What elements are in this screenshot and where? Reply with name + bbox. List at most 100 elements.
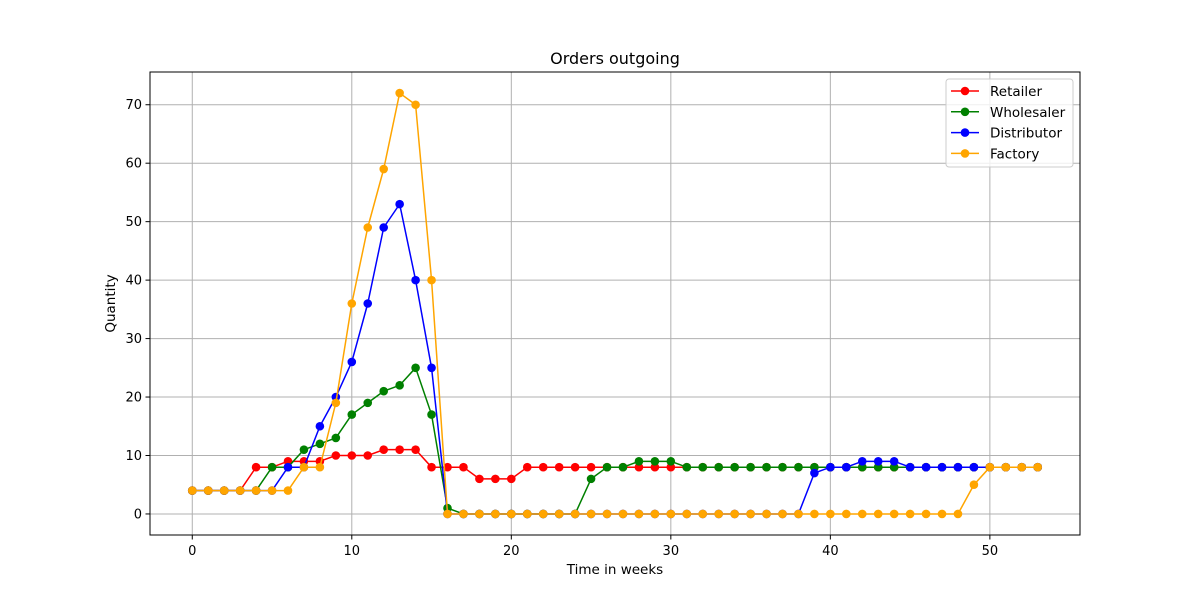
data-point-factory: [1033, 462, 1043, 472]
legend-label-wholesaler: Wholesaler: [990, 105, 1066, 121]
data-point-distributor: [937, 462, 947, 472]
data-point-factory: [762, 509, 771, 519]
y-tick-label: 30: [125, 332, 142, 347]
data-point-retailer: [331, 451, 341, 460]
legend-label-distributor: Distributor: [990, 126, 1062, 142]
data-point-factory: [459, 509, 468, 519]
data-point-factory: [857, 509, 867, 519]
x-tick-label: 50: [982, 544, 999, 559]
data-point-factory: [778, 509, 787, 519]
data-point-distributor: [411, 275, 420, 285]
x-tick-label: 0: [188, 544, 196, 559]
data-point-factory: [475, 509, 484, 519]
data-point-factory: [522, 509, 532, 519]
data-point-factory: [538, 509, 548, 519]
data-point-wholesaler: [746, 462, 755, 472]
data-point-factory: [187, 486, 197, 495]
legend-item-factory: Factory: [951, 146, 1039, 162]
data-point-retailer: [507, 474, 516, 484]
data-point-factory: [826, 509, 835, 519]
data-point-factory: [491, 509, 500, 519]
data-point-retailer: [491, 474, 500, 484]
data-point-factory: [427, 275, 436, 285]
data-point-factory: [507, 509, 516, 519]
data-point-wholesaler: [331, 433, 341, 443]
data-point-distributor: [395, 199, 404, 209]
data-point-distributor: [842, 462, 851, 472]
data-point-distributor: [889, 457, 899, 466]
data-point-factory: [251, 486, 261, 495]
y-tick-label: 60: [125, 157, 142, 172]
chart-title: Orders outgoing: [550, 49, 680, 68]
data-point-wholesaler: [267, 462, 277, 472]
data-point-retailer: [459, 462, 468, 472]
data-point-wholesaler: [411, 363, 420, 373]
data-point-retailer: [251, 462, 261, 472]
y-tick-label: 10: [125, 449, 142, 464]
legend-item-distributor: Distributor: [951, 126, 1062, 142]
data-point-distributor: [857, 457, 867, 466]
data-point-factory: [650, 509, 660, 519]
legend-label-retailer: Retailer: [990, 84, 1042, 100]
data-point-factory: [842, 509, 851, 519]
data-point-factory: [267, 486, 277, 495]
data-point-factory: [443, 509, 452, 519]
data-point-wholesaler: [347, 410, 357, 419]
y-tick-label: 50: [125, 215, 142, 230]
data-point-retailer: [443, 462, 452, 472]
data-point-factory: [203, 486, 213, 495]
data-point-wholesaler: [730, 462, 739, 472]
x-tick-label: 10: [344, 544, 361, 559]
data-point-wholesaler: [666, 457, 676, 466]
data-point-factory: [905, 509, 915, 519]
x-tick-label: 40: [822, 544, 839, 559]
data-point-distributor: [379, 223, 389, 232]
data-point-factory: [746, 509, 755, 519]
data-point-factory: [730, 509, 739, 519]
data-point-distributor: [905, 462, 915, 472]
data-point-distributor: [810, 468, 819, 478]
data-point-factory: [347, 299, 357, 308]
x-axis-title: Time in weeks: [566, 562, 663, 578]
data-point-wholesaler: [698, 462, 708, 472]
data-point-retailer: [475, 474, 484, 484]
data-point-wholesaler: [778, 462, 787, 472]
data-point-retailer: [347, 451, 357, 460]
data-point-wholesaler: [618, 462, 628, 472]
data-point-factory: [331, 398, 341, 408]
data-point-factory: [634, 509, 644, 519]
legend-marker-distributor: [960, 128, 970, 137]
data-point-factory: [602, 509, 612, 519]
data-point-wholesaler: [762, 462, 771, 472]
data-point-factory: [395, 88, 404, 98]
data-point-factory: [315, 462, 325, 472]
legend-item-wholesaler: Wholesaler: [951, 105, 1066, 121]
legend-item-retailer: Retailer: [951, 84, 1042, 100]
data-point-wholesaler: [363, 398, 373, 408]
y-tick-label: 20: [125, 391, 142, 406]
data-point-factory: [554, 509, 564, 519]
legend-marker-wholesaler: [960, 107, 970, 117]
legend-label-factory: Factory: [990, 146, 1039, 162]
data-point-factory: [953, 509, 963, 519]
data-point-distributor: [427, 363, 436, 373]
data-point-factory: [411, 100, 420, 110]
data-point-factory: [810, 509, 819, 519]
data-point-distributor: [921, 462, 931, 472]
data-point-retailer: [570, 462, 580, 472]
data-point-distributor: [363, 299, 373, 308]
y-tick-label: 70: [125, 98, 142, 113]
data-point-factory: [1017, 462, 1027, 472]
legend-items: Retailer Wholesaler Distributor Factory: [951, 84, 1066, 162]
data-point-wholesaler: [427, 410, 436, 419]
data-point-retailer: [411, 445, 420, 454]
data-point-factory: [618, 509, 628, 519]
data-point-wholesaler: [650, 457, 660, 466]
data-point-factory: [235, 486, 245, 495]
data-point-factory: [937, 509, 947, 519]
data-point-factory: [219, 486, 229, 495]
data-point-factory: [570, 509, 580, 519]
data-point-retailer: [522, 462, 532, 472]
data-point-wholesaler: [379, 386, 389, 396]
